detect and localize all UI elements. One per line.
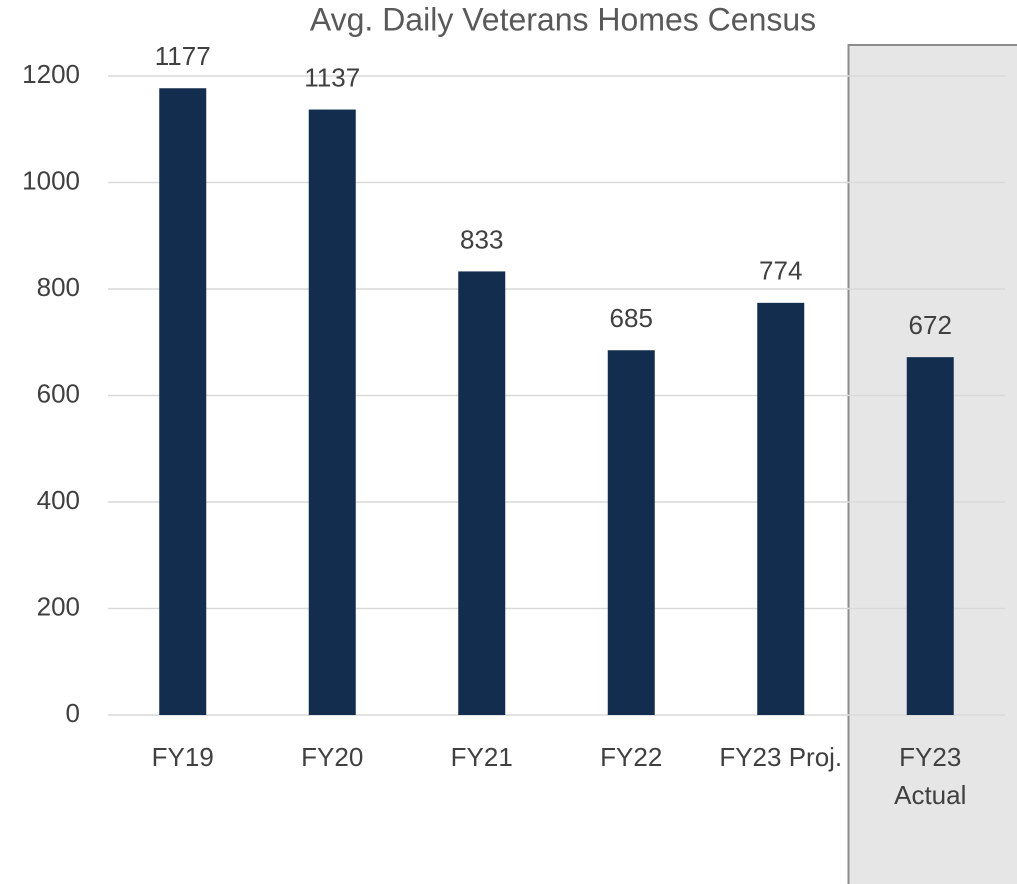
y-tick-label: 400 <box>37 485 80 515</box>
bar <box>906 357 954 715</box>
data-label: 685 <box>610 303 653 333</box>
x-tick-label: FY22 <box>600 742 663 772</box>
data-label: 672 <box>909 310 952 340</box>
bar <box>757 302 805 715</box>
bar <box>308 109 356 716</box>
bar <box>458 271 506 715</box>
data-label: 1137 <box>304 62 360 92</box>
y-tick-label: 200 <box>37 591 80 621</box>
x-tick-label: FY23 Actual <box>894 742 967 810</box>
y-tick-label: 600 <box>37 378 80 408</box>
x-tick-label: FY21 <box>450 742 513 772</box>
bar <box>159 88 207 715</box>
data-label: 774 <box>759 256 802 286</box>
x-tick-label: FY19 <box>151 742 214 772</box>
y-tick-label: 1200 <box>22 59 80 89</box>
y-tick-label: 800 <box>37 272 80 302</box>
data-label: 833 <box>460 224 503 254</box>
y-tick-label: 1000 <box>22 165 80 195</box>
bar <box>607 350 655 715</box>
y-tick-label: 0 <box>66 698 80 728</box>
x-tick-label: FY20 <box>301 742 364 772</box>
x-tick-label: FY23 Proj. <box>719 742 843 772</box>
chart-title: Avg. Daily Veterans Homes Census <box>310 1 816 37</box>
data-label: 1177 <box>155 41 211 71</box>
